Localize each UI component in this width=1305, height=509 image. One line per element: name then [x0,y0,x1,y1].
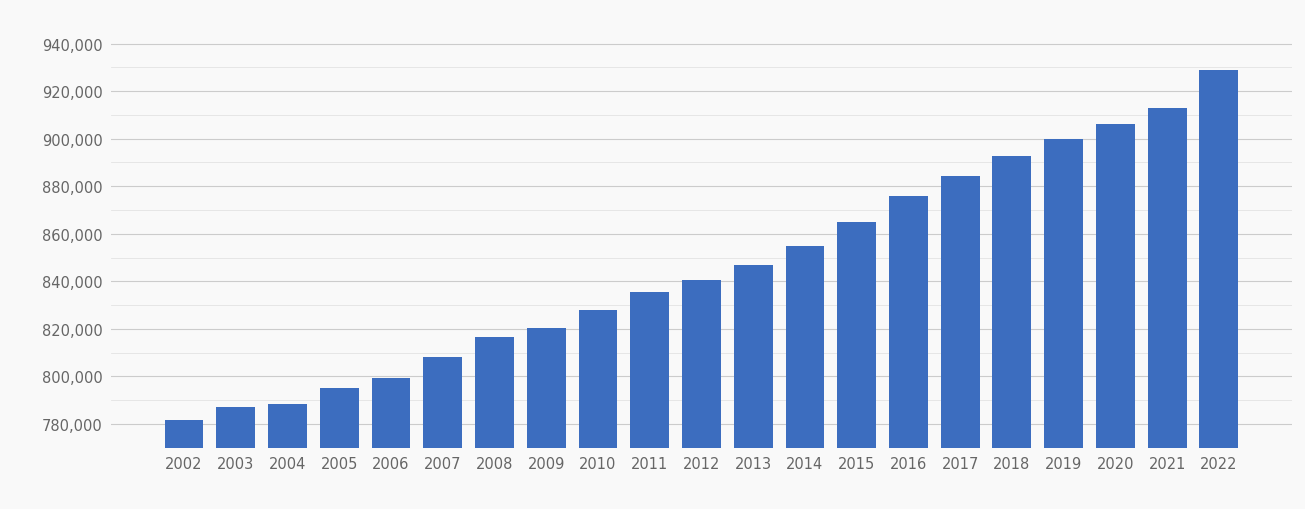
Bar [993,157,1031,509]
Bar [630,293,669,509]
Bar [475,337,514,509]
Bar [268,404,307,509]
Bar [683,280,720,509]
Bar [1096,125,1135,509]
Bar [1199,71,1238,509]
Bar [527,328,565,509]
Bar [733,265,773,509]
Bar [164,420,204,509]
Bar [889,196,928,509]
Bar [1044,139,1083,509]
Bar [578,310,617,509]
Bar [1147,108,1186,509]
Bar [320,388,359,509]
Bar [423,358,462,509]
Bar [941,176,980,509]
Bar [838,222,876,509]
Bar [217,407,256,509]
Bar [786,246,825,509]
Bar [372,378,410,509]
